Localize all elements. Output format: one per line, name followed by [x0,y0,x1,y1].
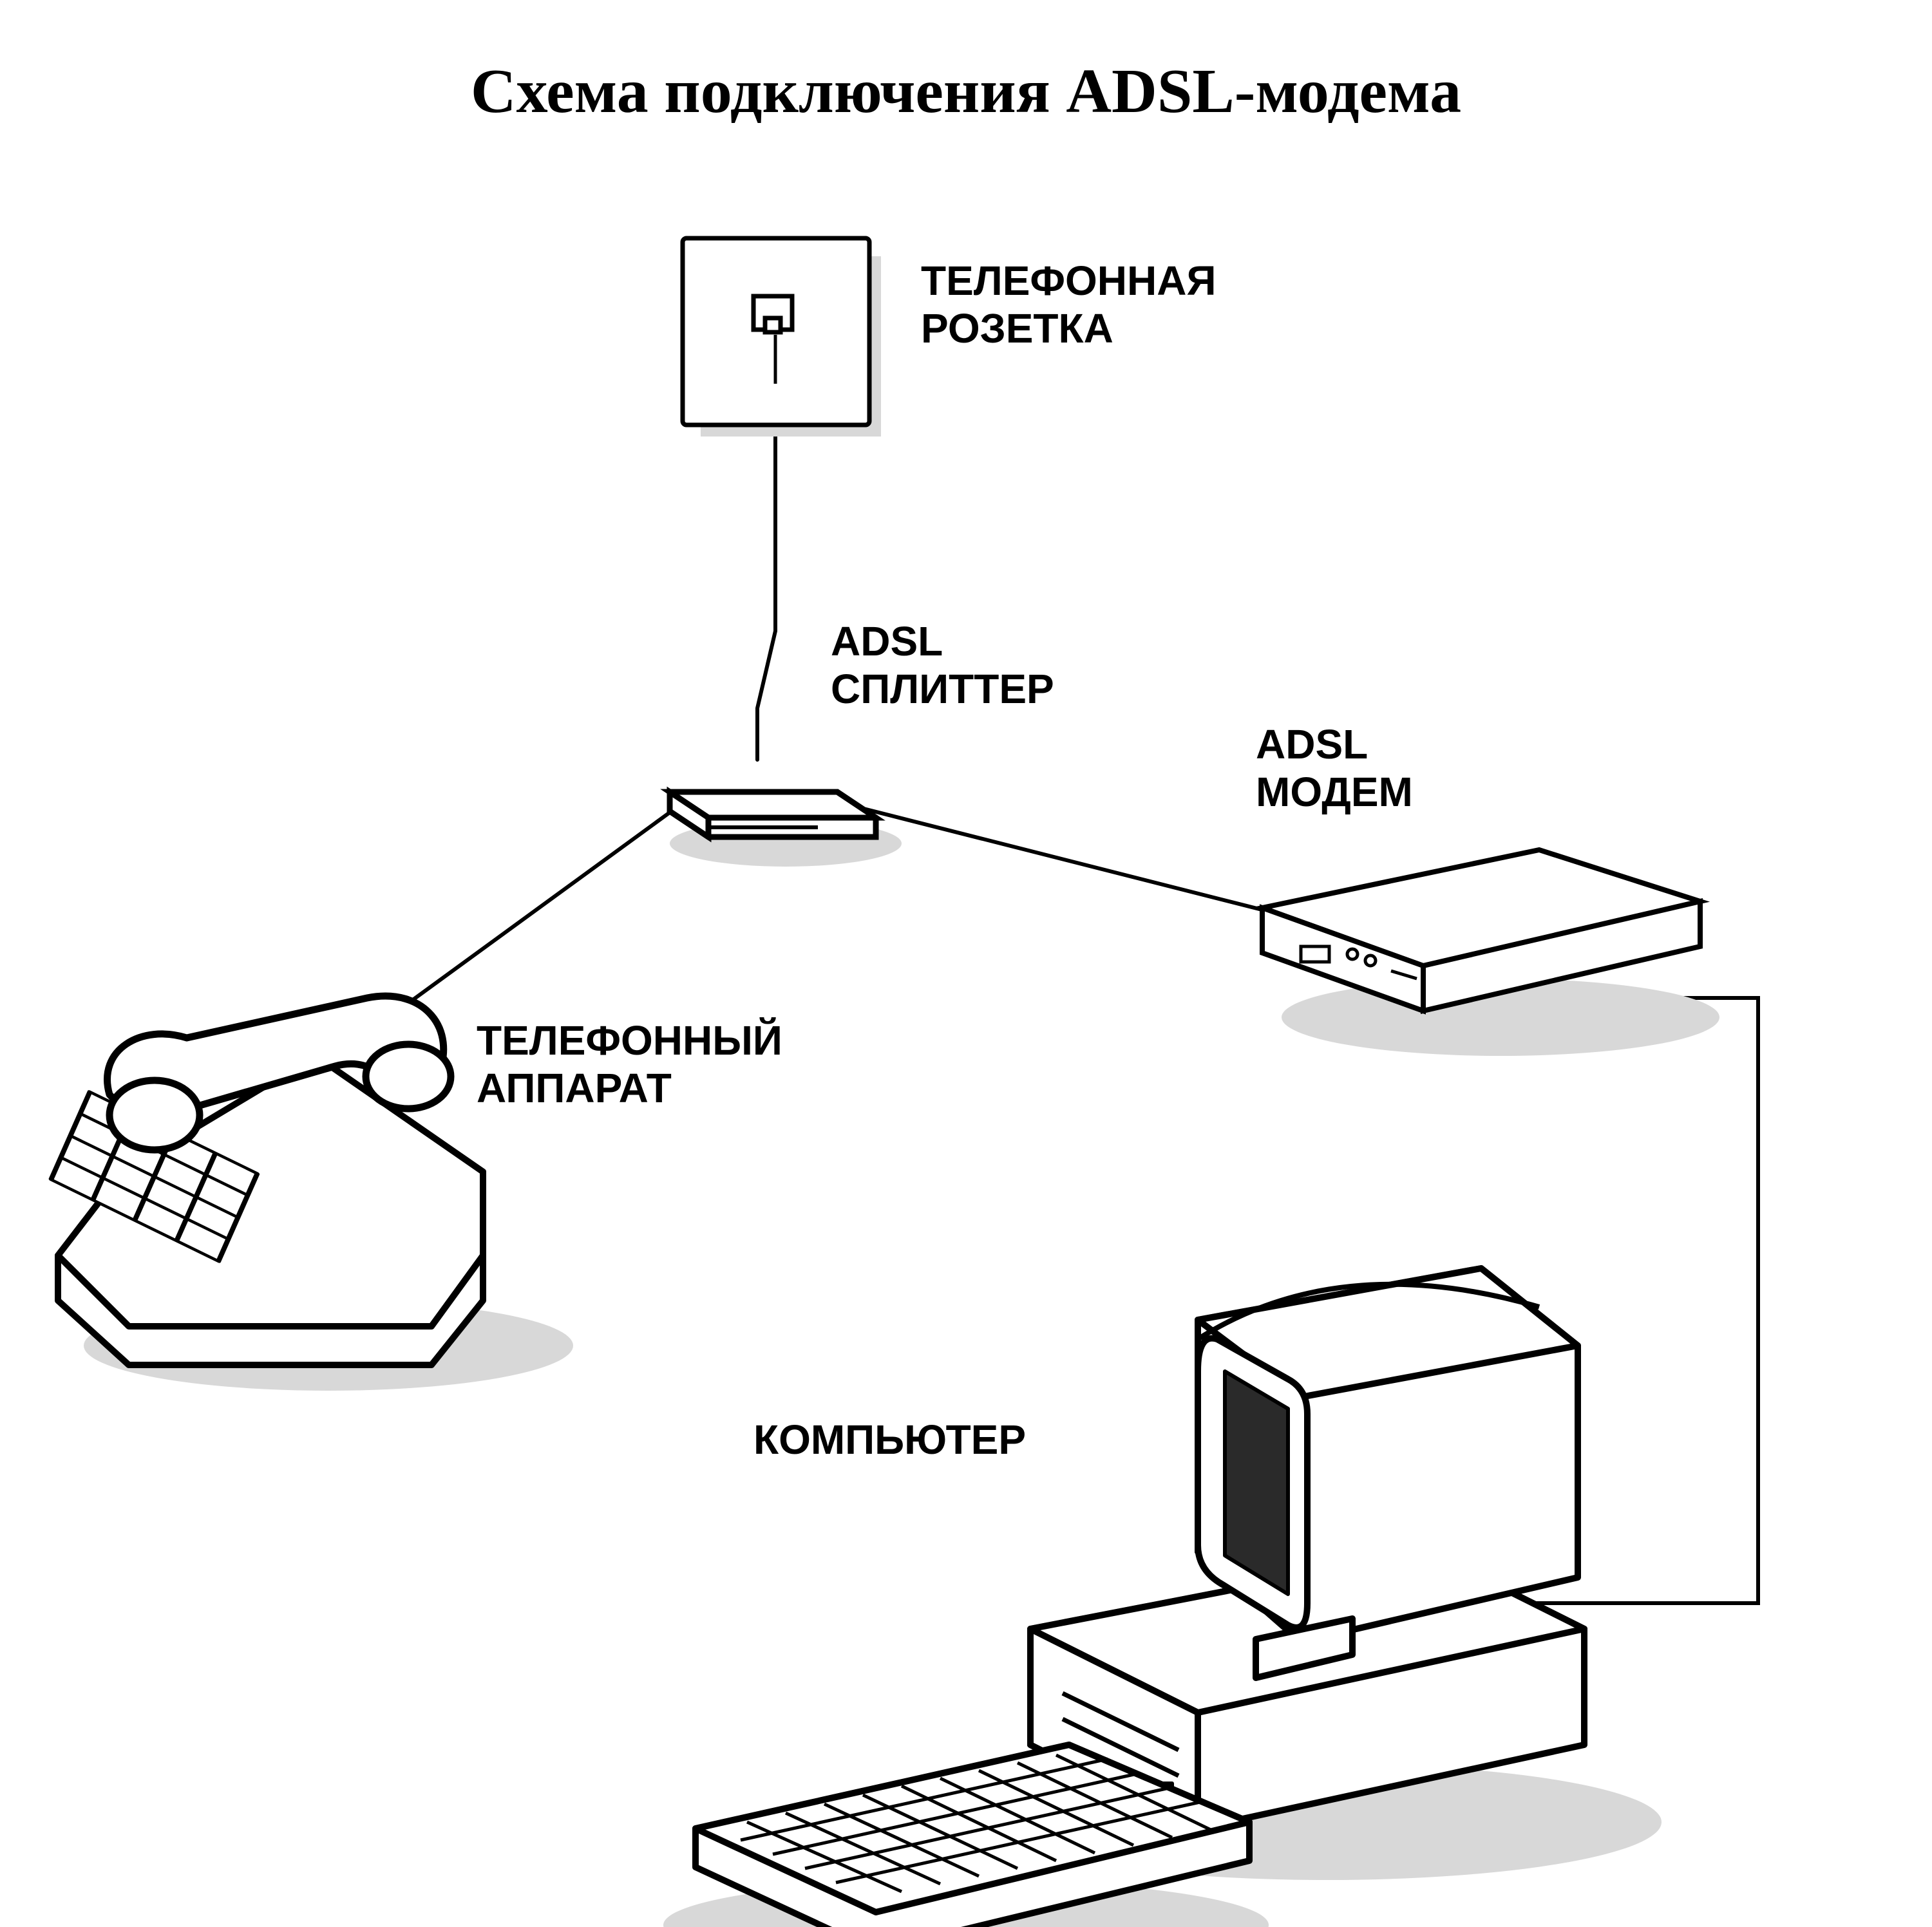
diagram-page: Схема подключения ADSL-модема [0,0,1932,1927]
wall-jack-label: ТЕЛЕФОННАЯ РОЗЕТКА [921,258,1216,352]
computer-icon [663,1268,1662,1927]
modem-icon [1262,850,1719,1056]
telephone-label: ТЕЛЕФОННЫЙ АППАРАТ [477,1017,782,1112]
computer-label: КОМПЬЮТЕР [753,1416,1026,1464]
splitter-icon [670,792,902,867]
wall-jack-icon [683,238,881,437]
edge-walljack-splitter [757,384,775,760]
edge-splitter-modem [818,797,1325,926]
splitter-label: ADSL СПЛИТТЕР [831,618,1054,713]
modem-label: ADSL МОДЕМ [1256,721,1413,816]
